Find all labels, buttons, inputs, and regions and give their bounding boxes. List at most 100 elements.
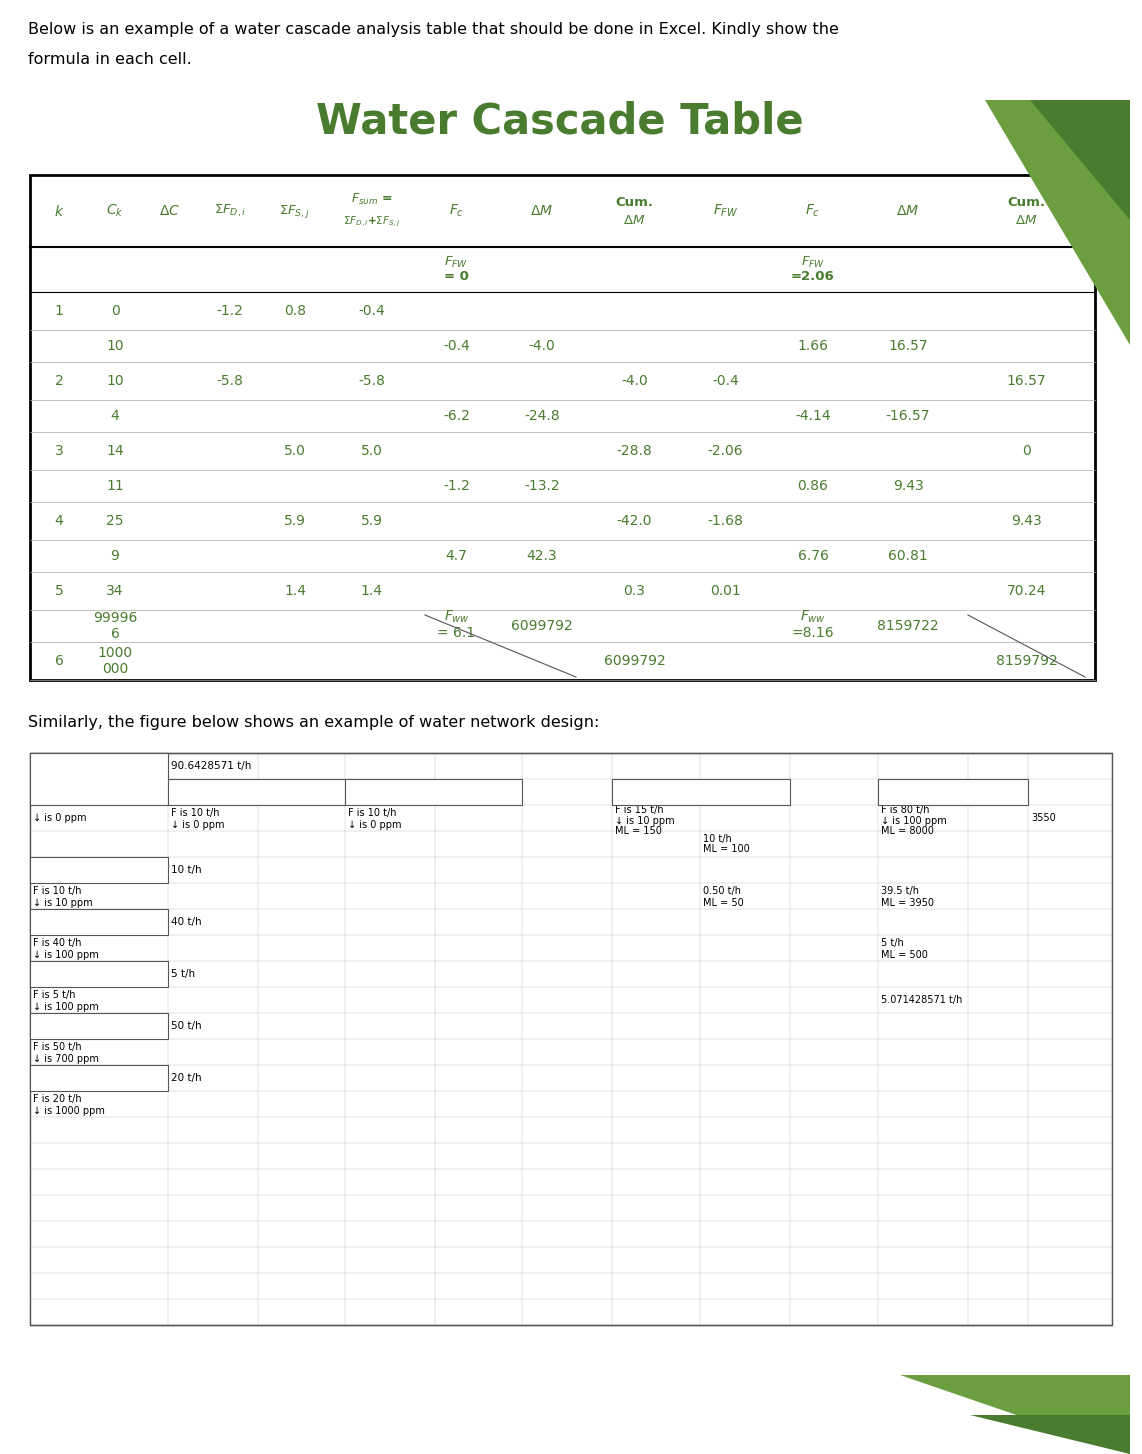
Polygon shape	[970, 1415, 1129, 1454]
Text: Source 5: Source 5	[33, 968, 79, 979]
Bar	[30, 753, 168, 806]
Text: 4: 4	[111, 409, 120, 423]
Text: 10: 10	[106, 339, 123, 353]
Text: -42.0: -42.0	[617, 515, 652, 528]
Text: F is 10 t/h: F is 10 t/h	[171, 808, 219, 817]
Bar	[878, 779, 1028, 806]
Text: 0.86: 0.86	[797, 478, 828, 493]
Text: -13.2: -13.2	[524, 478, 560, 493]
Text: ↓ is 100 ppm: ↓ is 100 ppm	[33, 1002, 98, 1012]
Bar	[30, 753, 1112, 1325]
Text: = 6.1: = 6.1	[437, 627, 475, 640]
Text: = 0: = 0	[444, 270, 469, 284]
Text: 90.6428571 t/h: 90.6428571 t/h	[171, 760, 251, 771]
Text: SK4: SK4	[424, 787, 443, 797]
Text: =8.16: =8.16	[791, 627, 835, 640]
Text: 3550: 3550	[1031, 813, 1055, 823]
Text: F is 40 t/h: F is 40 t/h	[33, 938, 81, 948]
Text: -4.0: -4.0	[529, 339, 555, 353]
Text: 5 t/h: 5 t/h	[880, 938, 903, 948]
Text: $F_c$: $F_c$	[805, 202, 821, 220]
Text: F is 50 t/h: F is 50 t/h	[33, 1043, 81, 1051]
Bar	[345, 779, 522, 806]
Text: 9.43: 9.43	[893, 478, 924, 493]
Text: 34: 34	[106, 585, 123, 598]
Text: 5.071428571 t/h: 5.071428571 t/h	[880, 995, 963, 1005]
Bar	[30, 856, 168, 883]
Text: ML = 500: ML = 500	[880, 949, 927, 960]
Text: ML = 150: ML = 150	[616, 826, 662, 836]
Text: ↓ is 0 ppm: ↓ is 0 ppm	[171, 820, 225, 829]
Text: 4.7: 4.7	[445, 550, 467, 563]
Text: ML = 8000: ML = 8000	[880, 826, 934, 836]
Text: F is 10 t/h: F is 10 t/h	[33, 885, 81, 896]
Text: SK5: SK5	[691, 787, 711, 797]
Text: $F_{ww}$: $F_{ww}$	[443, 609, 469, 625]
Text: $\Delta M$: $\Delta M$	[530, 204, 554, 218]
Text: formula in each cell.: formula in each cell.	[29, 52, 192, 67]
Text: 39.5 t/h: 39.5 t/h	[880, 885, 919, 896]
Text: 5 t/h: 5 t/h	[171, 968, 195, 979]
Text: 14: 14	[106, 443, 123, 458]
Text: 5.0: 5.0	[361, 443, 383, 458]
Text: -5.8: -5.8	[217, 374, 243, 388]
Text: ↓ is 10 ppm: ↓ is 10 ppm	[33, 897, 93, 907]
Text: 10 t/h: 10 t/h	[348, 787, 379, 797]
Bar	[30, 1013, 168, 1040]
Text: 20 t/h: 20 t/h	[171, 1073, 202, 1083]
Text: 70.24: 70.24	[1007, 585, 1046, 598]
Text: 99996: 99996	[93, 611, 137, 625]
Text: -4.14: -4.14	[795, 409, 831, 423]
Text: 0.01: 0.01	[710, 585, 741, 598]
Text: 0.3: 0.3	[624, 585, 645, 598]
Text: 1.4: 1.4	[361, 585, 383, 598]
Text: Source 2: Source 2	[33, 1021, 79, 1031]
Text: 60.81: 60.81	[888, 550, 927, 563]
Text: -24.8: -24.8	[524, 409, 560, 423]
Text: -1.2: -1.2	[217, 304, 243, 318]
Text: Source 1: Source 1	[33, 1073, 79, 1083]
Text: $\Sigma F_{S,j}$: $\Sigma F_{S,j}$	[280, 202, 311, 220]
Text: F is 10 t/h: F is 10 t/h	[348, 808, 396, 817]
Text: F is 5 t/h: F is 5 t/h	[33, 990, 75, 1000]
Text: -6.2: -6.2	[443, 409, 471, 423]
Text: 1.4: 1.4	[284, 585, 306, 598]
Text: ML = 100: ML = 100	[703, 845, 750, 853]
Text: -16.57: -16.57	[886, 409, 931, 423]
Text: ↓ is 1000 ppm: ↓ is 1000 ppm	[33, 1105, 105, 1115]
Text: Similarly, the figure below shows an example of water network design:: Similarly, the figure below shows an exa…	[29, 715, 600, 730]
Text: Source 4: Source 4	[33, 865, 79, 875]
Text: 25: 25	[106, 515, 123, 528]
Text: 10 t/h: 10 t/h	[171, 865, 202, 875]
Text: 50 t/h: 50 t/h	[171, 1021, 202, 1031]
Text: $F_{FW}$: $F_{FW}$	[713, 202, 738, 220]
Text: -0.4: -0.4	[443, 339, 469, 353]
Text: $\Delta C$: $\Delta C$	[160, 204, 180, 218]
Text: ↓ is 10 ppm: ↓ is 10 ppm	[616, 816, 675, 826]
Text: $F_{FW}$: $F_{FW}$	[801, 254, 826, 270]
Text: 1.66: 1.66	[797, 339, 828, 353]
Text: 42.3: 42.3	[526, 550, 557, 563]
Text: 4.5 t/h: 4.5 t/h	[616, 787, 649, 797]
Polygon shape	[986, 100, 1129, 345]
Text: Cum.: Cum.	[1007, 195, 1045, 208]
Text: SK3: SK3	[247, 787, 266, 797]
Text: 0.50 t/h: 0.50 t/h	[703, 885, 741, 896]
Text: 9.43: 9.43	[1011, 515, 1042, 528]
Text: 16.57: 16.57	[888, 339, 927, 353]
Text: -2.06: -2.06	[708, 443, 743, 458]
Text: $\Sigma F_{D,i}$+$\Sigma F_{S,j}$: $\Sigma F_{D,i}$+$\Sigma F_{S,j}$	[343, 215, 401, 230]
Text: -0.4: -0.4	[713, 374, 739, 388]
Text: $C_k$: $C_k$	[106, 202, 123, 220]
Text: 3: 3	[55, 443, 63, 458]
Text: ↓ is 100 ppm: ↓ is 100 ppm	[33, 949, 98, 960]
Text: 5.9: 5.9	[284, 515, 306, 528]
Text: 40 t/h: 40 t/h	[171, 917, 202, 928]
Text: ↓ is 700 ppm: ↓ is 700 ppm	[33, 1054, 99, 1063]
Text: $\Delta M$: $\Delta M$	[896, 204, 919, 218]
Text: FW: FW	[33, 784, 49, 794]
Text: -1.68: -1.68	[708, 515, 743, 528]
Text: Below is an example of a water cascade analysis table that should be done in Exc: Below is an example of a water cascade a…	[29, 22, 839, 36]
Text: 10 t/h: 10 t/h	[703, 833, 732, 843]
Text: 6: 6	[111, 627, 120, 641]
